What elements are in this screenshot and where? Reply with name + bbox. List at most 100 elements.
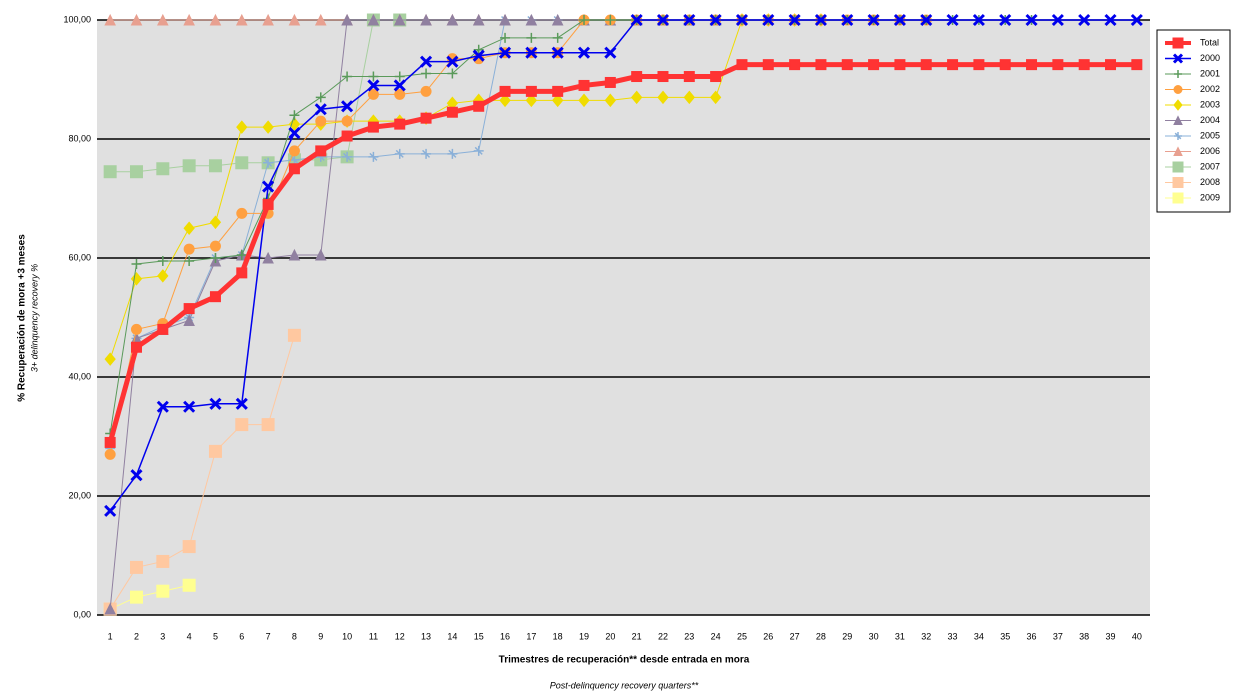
marker xyxy=(315,115,327,127)
y-tick-label: 0,00 xyxy=(73,609,91,619)
x-tick-label: 38 xyxy=(1079,631,1089,641)
marker xyxy=(236,267,248,279)
marker xyxy=(289,110,300,121)
legend-marker xyxy=(1173,99,1183,111)
x-tick-label: 29 xyxy=(842,631,852,641)
marker xyxy=(446,13,459,26)
marker xyxy=(815,59,827,71)
x-tick-label: 25 xyxy=(737,631,747,641)
marker xyxy=(104,13,116,26)
marker xyxy=(130,341,142,353)
marker xyxy=(500,32,511,43)
x-tick-label: 17 xyxy=(526,631,536,641)
marker xyxy=(1131,59,1143,71)
marker xyxy=(368,151,379,162)
marker xyxy=(262,180,275,193)
legend-marker xyxy=(1172,37,1184,49)
marker xyxy=(920,59,932,71)
x-tick-label: 3 xyxy=(160,631,165,641)
marker xyxy=(157,255,168,266)
legend-marker xyxy=(1174,132,1182,140)
x-tick-label: 9 xyxy=(318,631,323,641)
legend-label: 2002 xyxy=(1200,84,1220,94)
marker xyxy=(156,162,170,176)
x-tick-label: 27 xyxy=(790,631,800,641)
legend-label: Total xyxy=(1200,37,1219,47)
marker xyxy=(104,436,116,448)
marker xyxy=(262,13,274,26)
marker xyxy=(552,93,564,108)
marker xyxy=(631,90,643,105)
x-tick-label: 32 xyxy=(921,631,931,641)
marker xyxy=(210,253,221,263)
marker xyxy=(209,397,222,410)
marker xyxy=(973,59,985,71)
marker xyxy=(656,13,670,27)
legend-label: 2009 xyxy=(1200,192,1220,202)
marker xyxy=(235,156,249,170)
marker xyxy=(236,250,247,261)
marker xyxy=(367,13,380,26)
legend-marker xyxy=(1174,70,1182,78)
x-tick-label: 19 xyxy=(579,631,589,641)
x-tick-label: 16 xyxy=(500,631,510,641)
marker xyxy=(893,13,906,27)
marker xyxy=(946,13,959,27)
marker xyxy=(183,303,195,315)
marker xyxy=(1026,59,1038,71)
marker xyxy=(762,13,775,27)
marker xyxy=(551,46,564,59)
marker xyxy=(447,148,458,159)
marker xyxy=(130,469,143,482)
marker xyxy=(1104,13,1117,27)
x-tick-label: 15 xyxy=(474,631,484,641)
marker xyxy=(393,13,406,26)
marker xyxy=(498,46,512,59)
marker xyxy=(315,145,327,157)
marker xyxy=(552,32,563,43)
x-tick-label: 34 xyxy=(974,631,984,641)
marker xyxy=(709,90,722,105)
marker xyxy=(473,100,485,112)
x-tick-label: 12 xyxy=(395,631,405,641)
marker xyxy=(314,248,327,261)
legend-label: 2006 xyxy=(1200,146,1220,156)
marker xyxy=(262,251,274,264)
marker xyxy=(341,13,353,26)
marker xyxy=(235,418,249,432)
marker xyxy=(183,314,195,326)
marker xyxy=(446,106,458,118)
marker xyxy=(1105,59,1117,71)
x-tick-label: 7 xyxy=(266,631,271,641)
marker xyxy=(421,68,432,79)
marker xyxy=(394,71,405,82)
x-tick-label: 26 xyxy=(763,631,773,641)
x-tick-label: 24 xyxy=(711,631,721,641)
legend-label: 2000 xyxy=(1200,53,1220,63)
marker xyxy=(288,248,301,261)
series-line xyxy=(107,62,1137,444)
marker xyxy=(710,71,722,83)
marker xyxy=(367,121,379,133)
marker xyxy=(288,145,300,157)
marker xyxy=(261,418,275,432)
series-line xyxy=(109,19,821,360)
marker xyxy=(1130,13,1143,27)
marker xyxy=(683,13,696,27)
marker xyxy=(341,115,353,127)
marker xyxy=(999,59,1011,71)
marker xyxy=(209,13,222,26)
marker xyxy=(315,92,326,103)
x-tick-label: 31 xyxy=(895,631,905,641)
marker xyxy=(525,46,538,59)
marker xyxy=(894,59,906,71)
x-tick-label: 33 xyxy=(948,631,958,641)
y-tick-label: 40,00 xyxy=(68,371,91,381)
marker xyxy=(788,13,801,27)
marker xyxy=(525,13,538,26)
marker xyxy=(262,120,274,134)
marker xyxy=(577,46,591,59)
marker xyxy=(103,165,117,179)
x-tick-label: 5 xyxy=(213,631,218,641)
